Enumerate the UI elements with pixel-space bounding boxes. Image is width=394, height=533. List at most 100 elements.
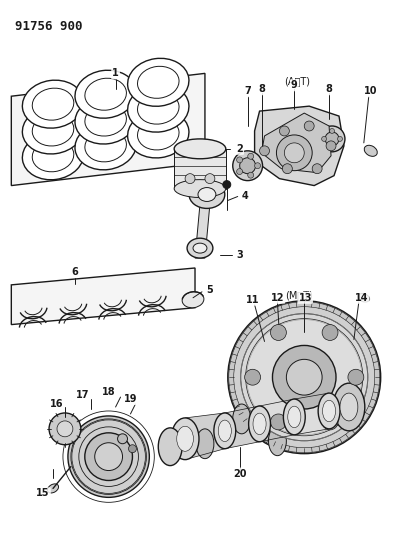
Circle shape [322,136,327,141]
Circle shape [205,174,215,183]
Circle shape [326,141,336,151]
Text: 8: 8 [325,84,333,94]
Polygon shape [260,399,294,442]
Circle shape [248,154,254,159]
Circle shape [237,157,243,163]
Circle shape [240,158,256,174]
Polygon shape [195,183,212,258]
Text: 8: 8 [258,84,265,94]
Circle shape [286,359,322,395]
Ellipse shape [72,420,145,494]
Circle shape [270,325,286,341]
Text: 5: 5 [206,285,213,295]
Circle shape [237,168,243,174]
Ellipse shape [22,132,84,180]
Circle shape [322,414,338,430]
Circle shape [270,414,286,430]
Text: 16: 16 [50,399,64,409]
Circle shape [245,369,260,385]
Circle shape [255,163,260,168]
Circle shape [329,128,335,133]
Ellipse shape [85,104,126,136]
Text: 2: 2 [236,144,243,154]
Ellipse shape [128,58,189,106]
Circle shape [260,146,269,156]
Ellipse shape [364,146,377,156]
Ellipse shape [245,319,363,436]
Ellipse shape [182,292,204,308]
Ellipse shape [283,399,305,435]
Circle shape [325,132,339,146]
Text: (A／T): (A／T) [284,76,310,86]
Ellipse shape [177,426,193,451]
Ellipse shape [198,188,216,201]
Ellipse shape [174,180,226,198]
Ellipse shape [233,404,251,434]
Ellipse shape [158,428,182,466]
Text: 17: 17 [76,390,89,400]
Ellipse shape [288,406,301,427]
Circle shape [117,434,128,444]
Ellipse shape [358,294,370,302]
Ellipse shape [32,88,74,120]
Circle shape [329,144,335,149]
Ellipse shape [218,420,231,441]
Circle shape [57,421,73,437]
Ellipse shape [138,92,179,124]
Ellipse shape [138,66,179,98]
Circle shape [322,325,338,341]
Text: 18: 18 [102,387,115,397]
Text: 15: 15 [36,488,50,498]
Circle shape [95,443,123,471]
Circle shape [128,445,136,453]
Ellipse shape [333,383,365,431]
Ellipse shape [128,110,189,158]
Ellipse shape [128,84,189,132]
Circle shape [338,136,342,141]
Ellipse shape [323,400,336,422]
Circle shape [185,174,195,183]
Ellipse shape [241,313,368,441]
Text: 1: 1 [112,68,119,78]
Ellipse shape [32,114,74,146]
Circle shape [223,181,231,189]
Text: 12: 12 [271,293,284,303]
Ellipse shape [187,238,213,258]
Text: 91756 900: 91756 900 [15,20,83,33]
Polygon shape [294,393,329,435]
Ellipse shape [233,151,262,181]
Polygon shape [11,268,195,325]
Circle shape [284,143,304,163]
Text: 11: 11 [246,295,259,305]
Circle shape [279,126,289,136]
Ellipse shape [75,122,136,170]
Ellipse shape [249,406,270,442]
Ellipse shape [234,306,375,448]
Ellipse shape [138,118,179,150]
Text: 7: 7 [244,86,251,96]
Text: (M／T): (M／T) [285,290,313,300]
Ellipse shape [22,80,84,128]
Ellipse shape [22,106,84,154]
Ellipse shape [68,416,149,497]
Ellipse shape [302,399,320,429]
Ellipse shape [318,393,340,429]
Ellipse shape [32,140,74,172]
Text: 9: 9 [291,80,298,90]
Polygon shape [174,149,226,189]
Ellipse shape [174,139,226,159]
Polygon shape [255,106,344,185]
Ellipse shape [340,393,358,421]
Ellipse shape [85,130,126,162]
Polygon shape [185,413,225,459]
Text: 20: 20 [233,469,246,479]
Polygon shape [225,406,260,449]
Circle shape [85,433,132,480]
Ellipse shape [48,484,59,493]
Circle shape [282,164,292,174]
Polygon shape [11,74,205,185]
Text: 13: 13 [299,293,312,303]
Text: 6: 6 [71,267,78,277]
Circle shape [312,164,322,174]
Ellipse shape [268,426,286,456]
